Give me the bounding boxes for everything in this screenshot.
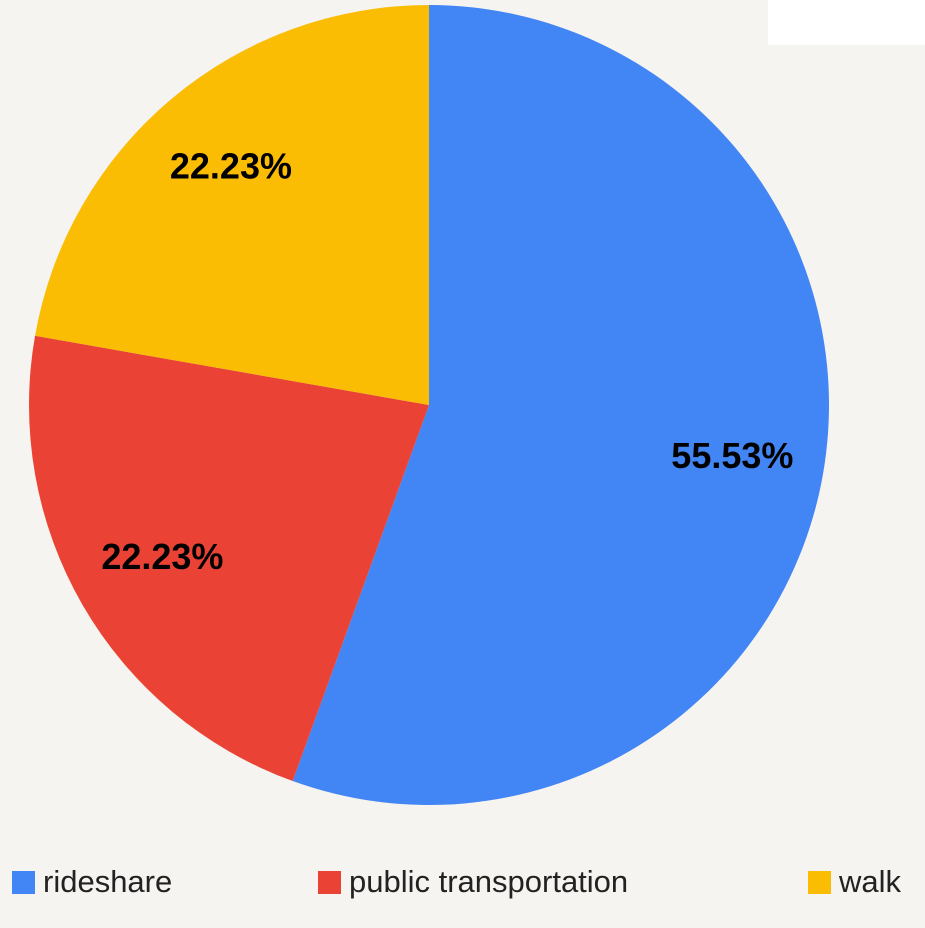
data-label: 55.53% <box>671 435 793 476</box>
legend-swatch <box>808 871 831 894</box>
legend-swatch <box>318 871 341 894</box>
data-label: 22.23% <box>101 536 223 577</box>
legend-swatch <box>12 871 35 894</box>
corner-panel <box>768 0 925 45</box>
legend-label: public transportation <box>349 864 628 899</box>
pie-slice <box>292 5 830 806</box>
legend-label: walk <box>838 864 902 899</box>
pie-slice <box>35 5 430 405</box>
pie-slice <box>28 335 429 782</box>
legend-label: rideshare <box>43 864 172 899</box>
data-label: 22.23% <box>170 146 292 187</box>
